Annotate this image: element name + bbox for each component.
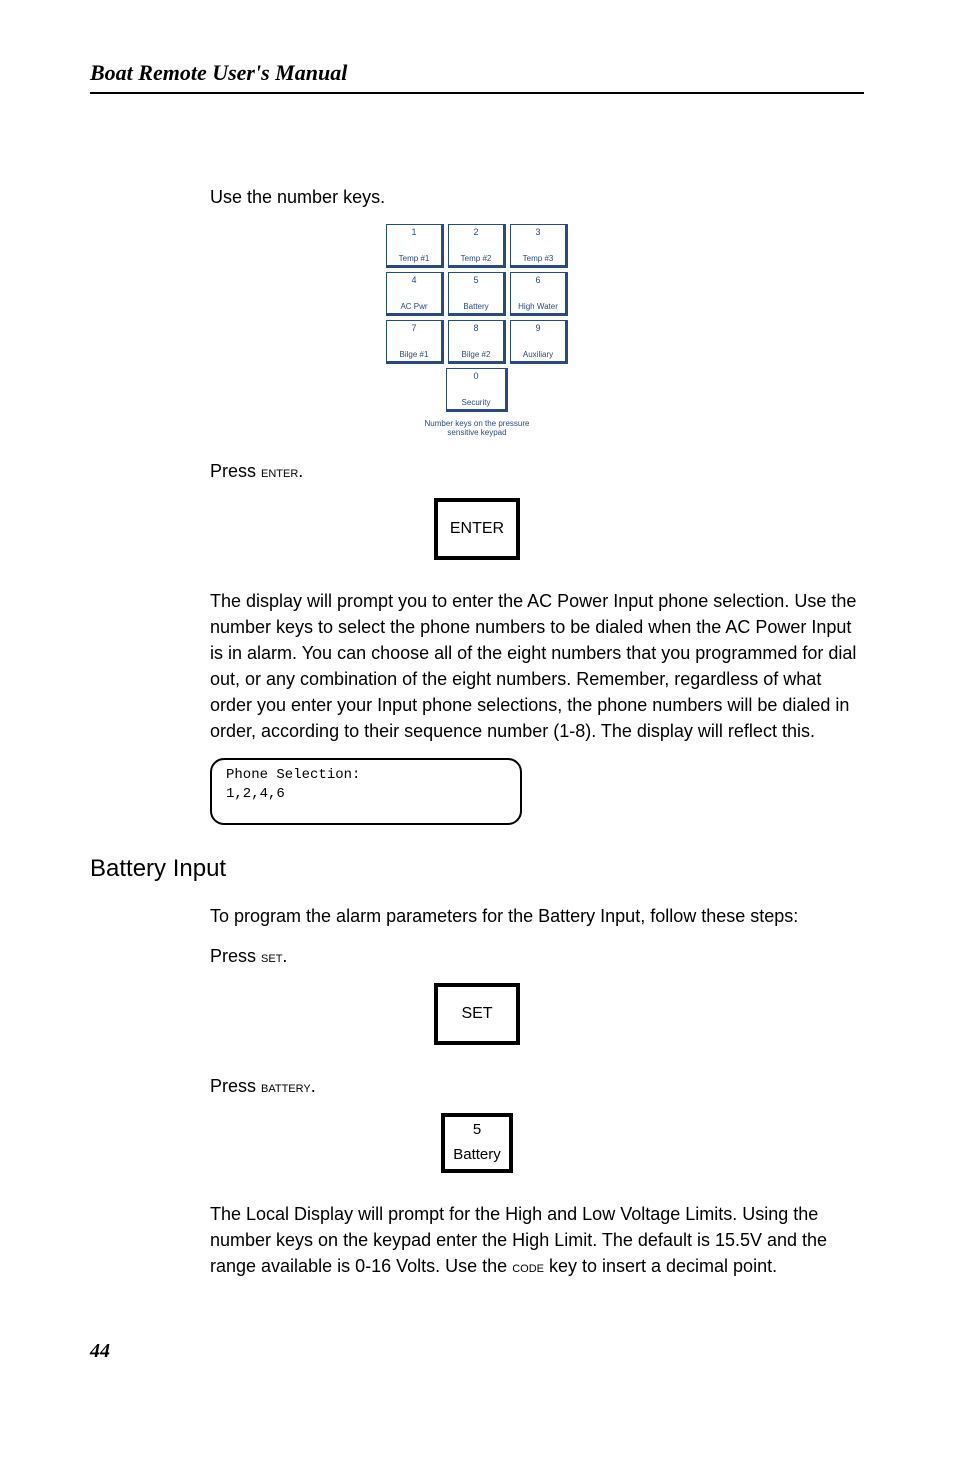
keypad-key-8: 8Bilge #2 xyxy=(448,320,506,364)
paragraph-phone-selection: The display will prompt you to enter the… xyxy=(210,588,864,745)
instruction-use-number-keys: Use the number keys. xyxy=(210,184,864,210)
keypad-key-0: 0Security xyxy=(446,368,508,412)
paragraph-battery-intro: To program the alarm parameters for the … xyxy=(210,903,864,929)
instruction-press-battery: Press battery. xyxy=(210,1073,864,1099)
page-header: Boat Remote User's Manual xyxy=(90,60,864,94)
keypad-key-9: 9Auxiliary xyxy=(510,320,568,364)
keypad-key-3: 3Temp #3 xyxy=(510,224,568,268)
lcd-display-phone-selection: Phone Selection: 1,2,4,6 xyxy=(210,758,522,824)
section-heading-battery-input: Battery Input xyxy=(90,855,864,883)
enter-button-diagram: ENTER xyxy=(434,498,520,560)
instruction-press-set: Press set. xyxy=(210,943,864,969)
instruction-press-enter: Press enter. xyxy=(210,458,864,484)
keypad-key-4: 4AC Pwr xyxy=(386,272,444,316)
set-button-diagram: SET xyxy=(434,983,520,1045)
keypad-diagram: 1Temp #1 2Temp #2 3Temp #3 4AC Pwr 5Batt… xyxy=(90,224,864,438)
page-number: 44 xyxy=(90,1340,864,1363)
keypad-key-1: 1Temp #1 xyxy=(386,224,444,268)
keypad-key-2: 2Temp #2 xyxy=(448,224,506,268)
keypad-caption: Number keys on the pressure sensitive ke… xyxy=(386,420,568,438)
keypad-key-6: 6High Water xyxy=(510,272,568,316)
keypad-key-7: 7Bilge #1 xyxy=(386,320,444,364)
battery-button-diagram: 5 Battery xyxy=(441,1113,513,1173)
paragraph-voltage-limits: The Local Display will prompt for the Hi… xyxy=(210,1201,864,1279)
keypad-key-5: 5Battery xyxy=(448,272,506,316)
